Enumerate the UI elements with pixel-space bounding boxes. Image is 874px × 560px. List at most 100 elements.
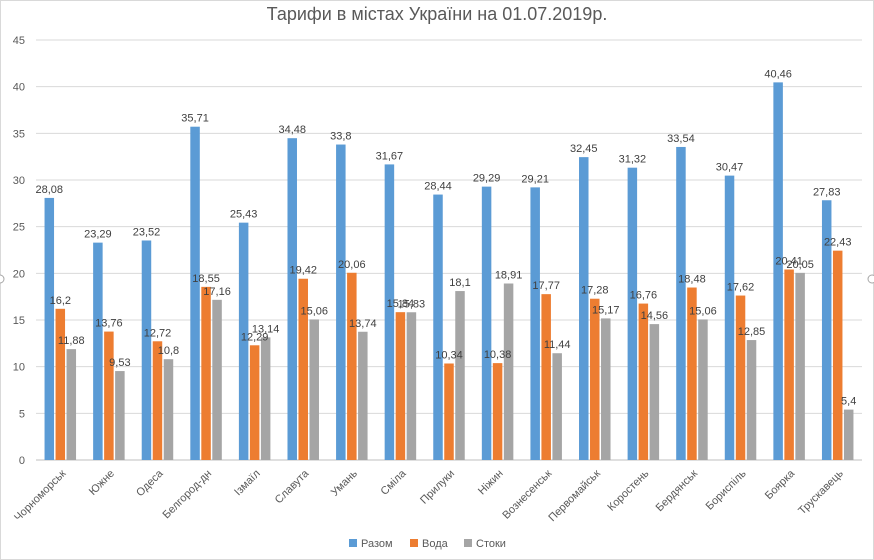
bar-Стоки: [601, 318, 611, 460]
legend-swatch: [410, 539, 418, 547]
data-label: 18,91: [495, 270, 523, 282]
bar-Разом: [627, 167, 638, 460]
data-label: 34,48: [278, 124, 306, 136]
data-label: 12,85: [738, 326, 766, 338]
bars: [44, 82, 854, 461]
x-tick-label: Южне: [87, 468, 117, 498]
data-label: 13,76: [95, 318, 123, 330]
data-label: 35,71: [181, 113, 209, 125]
bar-Разом: [773, 82, 783, 460]
bar-Стоки: [698, 319, 708, 460]
data-label: 30,47: [716, 162, 744, 174]
data-label: 15,83: [398, 298, 426, 310]
data-label: 28,08: [36, 184, 64, 196]
bar-Стоки: [649, 324, 660, 460]
data-label: 25,43: [230, 209, 258, 221]
bar-Стоки: [358, 331, 368, 460]
data-label: 27,83: [813, 186, 841, 198]
data-label: 17,16: [203, 286, 231, 298]
bar-Разом: [93, 242, 103, 460]
y-tick-label: 20: [13, 268, 25, 280]
bar-Вода: [347, 272, 357, 460]
bar-Вода: [298, 278, 308, 460]
bar-Разом: [724, 175, 735, 460]
x-tick-label: Трускавець: [796, 467, 846, 517]
x-tick-label: Ніжин: [476, 468, 506, 498]
data-label: 23,52: [133, 226, 161, 238]
bar-Стоки: [212, 299, 222, 460]
bar-Разом: [336, 144, 346, 461]
x-tick-label: Чорноморськ: [12, 468, 68, 524]
gridlines: [36, 39, 862, 461]
data-label: 16,2: [50, 295, 71, 307]
bar-Стоки: [309, 319, 319, 460]
x-tick-label: Вознесенськ: [500, 468, 554, 522]
bar-Вода: [687, 287, 697, 460]
data-label: 17,28: [581, 285, 609, 297]
x-tick-label: Ізмаїл: [232, 468, 263, 499]
data-label: 40,46: [764, 68, 792, 80]
bar-Вода: [55, 308, 66, 460]
bar-Вода: [541, 294, 551, 460]
bar-Стоки: [406, 312, 417, 460]
data-label: 28,44: [424, 181, 452, 193]
x-tick-label: Первомайськ: [546, 468, 603, 525]
data-label: 11,44: [544, 339, 571, 351]
data-label: 15,06: [689, 305, 717, 317]
data-label: 22,43: [824, 237, 852, 249]
bar-Разом: [190, 126, 200, 460]
data-label: 33,54: [667, 133, 695, 145]
bar-Разом: [238, 222, 249, 460]
y-tick-label: 45: [13, 35, 25, 47]
y-tick-label: 10: [13, 362, 25, 374]
data-label: 5,4: [841, 396, 856, 408]
bar-Разом: [384, 164, 395, 460]
bar-Стоки: [66, 349, 77, 460]
data-label: 20,41: [775, 256, 803, 268]
bar-Разом: [44, 197, 55, 461]
data-label: 29,21: [521, 173, 549, 185]
data-label: 15,06: [300, 305, 328, 317]
bar-Разом: [287, 138, 297, 461]
y-tick-label: 35: [13, 128, 25, 140]
bar-Вода: [444, 363, 454, 460]
data-label: 18,48: [678, 274, 706, 286]
data-label: 13,74: [349, 318, 377, 330]
data-label: 9,53: [109, 357, 130, 369]
data-label: 13,14: [252, 323, 280, 335]
data-label: 15,84: [387, 298, 415, 310]
data-label: 29,29: [473, 173, 501, 185]
data-label: 15,17: [592, 304, 620, 316]
data-label: 17,77: [532, 280, 560, 292]
legend-label: Стоки: [476, 538, 506, 550]
right-resize-handle[interactable]: [867, 274, 874, 284]
bar-Вода: [492, 363, 503, 460]
left-resize-handle[interactable]: [0, 274, 5, 284]
data-labels: 28,08 16,2 11,88 23,29 13,76 9,53 23,52 12,72 10…: [36, 68, 857, 407]
chart-title: Тарифи в містах України на 01.07.2019р.: [267, 4, 608, 24]
x-tick-label: Умань: [329, 467, 360, 498]
legend-swatch: [464, 539, 472, 547]
x-tick-label: Коростень: [605, 467, 651, 513]
bar-Разом: [481, 186, 492, 461]
bar-Вода: [590, 298, 600, 460]
x-tick-label: Сміла: [378, 467, 409, 498]
bar-Вода: [104, 331, 114, 460]
bar-Стоки: [115, 371, 125, 460]
x-tick-label: Бориспіль: [704, 467, 749, 512]
y-tick-label: 5: [19, 408, 25, 420]
bar-Вода: [395, 312, 406, 460]
data-label: 17,62: [727, 282, 755, 294]
data-label: 12,72: [144, 327, 172, 339]
data-label: 31,32: [619, 154, 647, 166]
bar-Разом: [530, 187, 540, 460]
x-tick-label: Боярка: [763, 467, 798, 502]
x-tick-label: Бердянськ: [654, 468, 701, 515]
bar-Вода: [735, 295, 746, 460]
bar-Вода: [638, 303, 649, 460]
data-label: 31,67: [376, 150, 404, 162]
y-tick-label: 15: [13, 315, 25, 327]
x-tick-label: Славута: [273, 467, 312, 506]
y-tick-label: 0: [19, 455, 25, 467]
